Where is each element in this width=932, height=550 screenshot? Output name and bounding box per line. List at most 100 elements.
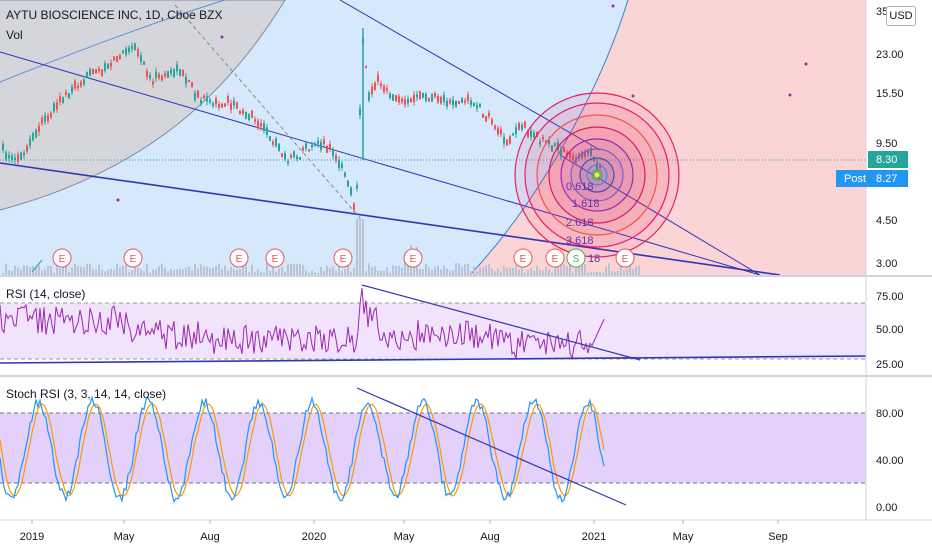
earnings-marker-letter: E bbox=[552, 254, 559, 265]
earnings-marker[interactable] bbox=[545, 248, 565, 268]
volume-bar bbox=[386, 267, 388, 275]
candle-body bbox=[236, 102, 238, 109]
split-marker[interactable] bbox=[566, 248, 586, 268]
volume-bar bbox=[515, 265, 517, 275]
candle-body bbox=[116, 56, 118, 62]
candle-body bbox=[305, 143, 307, 149]
rsi-trendline-flat bbox=[0, 355, 866, 364]
volume-bar bbox=[260, 271, 262, 275]
fib-label: 1.618 bbox=[572, 198, 600, 210]
stoch-trendline bbox=[356, 387, 627, 506]
volume-bar bbox=[593, 272, 595, 275]
volume-bar bbox=[338, 264, 340, 275]
marker-dot bbox=[804, 62, 808, 66]
candle-body bbox=[38, 125, 40, 132]
volume-bar bbox=[500, 271, 502, 275]
earnings-marker[interactable] bbox=[52, 248, 72, 268]
rsi-pane[interactable] bbox=[0, 284, 866, 364]
candle-body bbox=[41, 117, 43, 124]
post-price-badge bbox=[836, 170, 908, 187]
volume-bar bbox=[20, 269, 22, 275]
volume-bar bbox=[203, 266, 205, 275]
earnings-marker[interactable] bbox=[513, 248, 533, 268]
volume-bar bbox=[542, 270, 544, 275]
volume-bar bbox=[587, 272, 589, 275]
volume-bar bbox=[518, 269, 520, 275]
candle-body bbox=[11, 155, 13, 161]
candle-body bbox=[365, 65, 367, 68]
volume-bar bbox=[320, 266, 322, 275]
volume-bar bbox=[482, 267, 484, 275]
volume-bar bbox=[545, 266, 547, 275]
volume-bar bbox=[434, 266, 436, 275]
volume-bar bbox=[296, 264, 298, 275]
candle-body bbox=[221, 103, 223, 108]
candle-body bbox=[89, 68, 91, 76]
candle-body bbox=[539, 141, 541, 145]
volume-bar bbox=[188, 266, 190, 275]
earnings-marker[interactable] bbox=[265, 248, 285, 268]
candle-body bbox=[164, 73, 166, 77]
volume-bar bbox=[215, 266, 217, 275]
stoch-rsi-pane[interactable] bbox=[0, 387, 866, 506]
pane-separator[interactable] bbox=[0, 275, 932, 277]
price-pane[interactable] bbox=[0, 0, 866, 275]
volume-bar bbox=[176, 269, 178, 275]
candle-body bbox=[224, 103, 226, 107]
stoch-d-line bbox=[0, 403, 605, 497]
earnings-marker[interactable] bbox=[403, 248, 423, 268]
candle-body bbox=[419, 91, 421, 99]
candle-body bbox=[551, 145, 553, 152]
volume-bar bbox=[110, 268, 112, 275]
volume-bar bbox=[452, 269, 454, 275]
candle-body bbox=[314, 143, 316, 146]
candle-body bbox=[320, 141, 322, 150]
volume-bar bbox=[521, 265, 523, 275]
volume-bar bbox=[35, 266, 37, 275]
volume-bar bbox=[635, 266, 637, 275]
volume-bar bbox=[638, 265, 640, 275]
volume-bar bbox=[401, 268, 403, 275]
rsi-tick: 75.00 bbox=[876, 291, 904, 303]
earnings-marker[interactable] bbox=[123, 248, 143, 268]
candle-body bbox=[332, 150, 334, 157]
earnings-marker[interactable] bbox=[615, 248, 635, 268]
time-tick-label: 2020 bbox=[302, 531, 326, 543]
candle-body bbox=[47, 115, 49, 122]
earnings-marker[interactable] bbox=[229, 248, 249, 268]
volume-bar bbox=[563, 263, 565, 275]
candle-body bbox=[92, 68, 94, 75]
volume-bar bbox=[83, 267, 85, 275]
candle-body bbox=[554, 143, 556, 146]
marker-dot bbox=[788, 93, 792, 97]
candle-body bbox=[50, 112, 52, 118]
volume-bar bbox=[431, 269, 433, 275]
volume-bar bbox=[344, 269, 346, 275]
pane-separator[interactable] bbox=[0, 375, 932, 377]
candle-body bbox=[254, 119, 256, 122]
rsi-tick: 50.00 bbox=[876, 324, 904, 336]
volume-bar bbox=[2, 272, 4, 275]
marker-dot bbox=[220, 35, 224, 39]
earnings-marker[interactable] bbox=[333, 248, 353, 268]
candle-body bbox=[143, 61, 145, 65]
candle-body bbox=[491, 119, 493, 125]
candle-body bbox=[515, 127, 517, 135]
volume-bar bbox=[509, 267, 511, 275]
volume-bar bbox=[14, 265, 16, 275]
earnings-marker-letter: E bbox=[410, 254, 417, 265]
last-price-value: 8.30 bbox=[876, 154, 897, 166]
candle-body bbox=[296, 156, 298, 159]
candle-body bbox=[398, 96, 400, 103]
candle-body bbox=[311, 144, 313, 148]
candle-body bbox=[74, 81, 76, 89]
post-label: Post bbox=[844, 173, 866, 185]
volume-bar bbox=[380, 270, 382, 275]
candle-body bbox=[599, 164, 601, 169]
currency-button[interactable]: USD bbox=[886, 6, 916, 26]
candle-body bbox=[566, 152, 568, 156]
candle-body bbox=[245, 111, 247, 120]
volume-bar bbox=[458, 263, 460, 275]
rsi-tick: 25.00 bbox=[876, 359, 904, 371]
